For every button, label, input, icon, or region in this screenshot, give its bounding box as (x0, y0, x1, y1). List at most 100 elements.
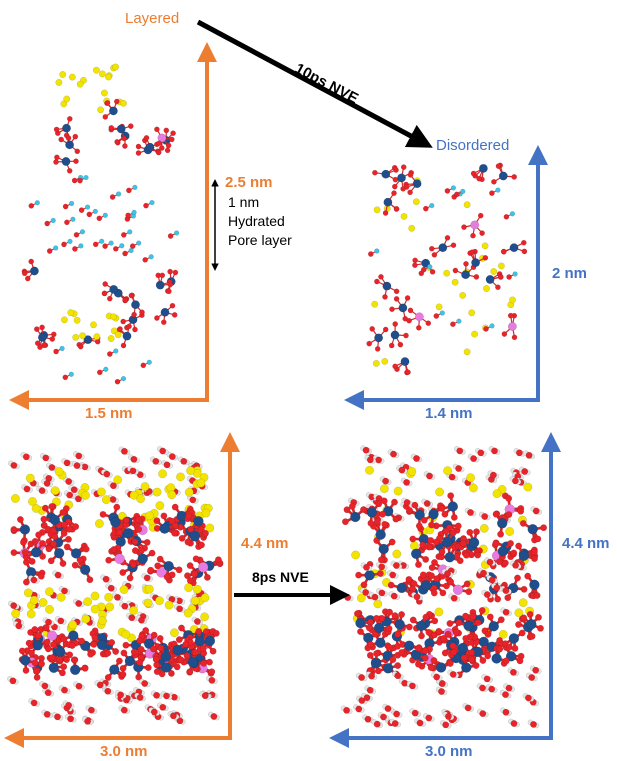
oxygen-atom (23, 485, 31, 493)
oxygen-atom (61, 241, 67, 248)
oxygen-atom (184, 572, 191, 580)
oxygen-atom (90, 641, 98, 648)
oxygen-atom (78, 637, 86, 645)
oxygen-atom (75, 600, 83, 607)
oxygen-atom (57, 617, 65, 625)
oxygen-atom (121, 602, 129, 610)
silicon-atom (30, 266, 39, 276)
oxygen-atom (377, 556, 385, 564)
oxygen-atom (62, 374, 69, 381)
oxygen-atom (114, 593, 121, 601)
oxygen-atom (185, 512, 193, 520)
oxygen-atom (497, 530, 504, 538)
silicon-atom (461, 662, 472, 673)
oxygen-atom (466, 528, 474, 536)
oxygen-atom (38, 487, 46, 494)
sodium-atom (481, 242, 489, 250)
oxygen-atom (531, 555, 538, 562)
silicon-atom (38, 332, 47, 342)
oxygen-atom (65, 701, 73, 709)
oxygen-atom (405, 576, 413, 583)
oxygen-atom (510, 668, 517, 676)
oxygen-atom (173, 663, 181, 671)
sodium-atom (435, 487, 444, 497)
oxygen-atom (114, 378, 121, 385)
oxygen-atom (120, 649, 128, 657)
sodium-atom (463, 201, 471, 209)
oxygen-atom (486, 613, 494, 621)
oxygen-atom (126, 187, 132, 194)
sodium-atom (113, 475, 123, 485)
sodium-atom (107, 335, 115, 342)
oxygen-atom (58, 136, 65, 143)
oxygen-atom (186, 577, 194, 585)
oxygen-atom (427, 664, 435, 671)
oxygen-atom (127, 123, 134, 129)
sodium-atom (183, 608, 193, 618)
silicon-atom (529, 579, 540, 590)
silicon-atom (70, 548, 82, 559)
oxygen-atom (392, 562, 400, 569)
oxygen-atom (45, 545, 53, 553)
silicon-atom (68, 630, 79, 641)
oxygen-atom (49, 336, 56, 342)
hydrogen-atom (68, 200, 75, 207)
oxygen-atom (37, 344, 43, 350)
sodium-atom (79, 332, 87, 340)
silicon-atom (159, 523, 170, 534)
sodium-atom (167, 490, 177, 500)
oxygen-atom (169, 302, 176, 309)
oxygen-atom (195, 627, 203, 635)
oxygen-atom (353, 610, 361, 617)
oxygen-atom (389, 306, 395, 313)
sodium-atom (523, 482, 533, 492)
oxygen-atom (391, 190, 397, 196)
oxygen-atom (414, 660, 422, 668)
silicon-atom (189, 531, 201, 542)
silicon-atom (382, 281, 392, 291)
sodium-atom (83, 597, 93, 607)
oxygen-atom (425, 714, 433, 722)
oxygen-atom (129, 243, 136, 249)
oxygen-atom (154, 562, 162, 570)
oxygen-atom (31, 659, 39, 667)
oxygen-atom (373, 614, 380, 622)
oxygen-atom (82, 545, 90, 553)
oxygen-atom (407, 189, 413, 196)
oxygen-atom (16, 516, 24, 523)
bottom-left-height-label: 4.4 nm (241, 535, 289, 552)
oxygen-atom (10, 526, 18, 533)
oxygen-atom (467, 509, 474, 516)
sodium-atom (97, 487, 106, 497)
oxygen-atom (33, 674, 41, 681)
silicon-atom (375, 637, 386, 648)
oxygen-atom (367, 618, 374, 626)
oxygen-atom (422, 556, 430, 563)
oxygen-atom (34, 340, 41, 347)
oxygen-atom (438, 505, 446, 512)
oxygen-atom (483, 591, 491, 598)
oxygen-atom (341, 518, 349, 526)
oxygen-atom (398, 649, 406, 656)
top-left-width-label: 1.5 nm (85, 405, 133, 422)
oxygen-atom (505, 495, 513, 502)
silicon-atom (110, 517, 121, 528)
oxygen-atom (392, 321, 399, 327)
oxygen-atom (208, 668, 216, 676)
sodium-atom (509, 296, 516, 304)
oxygen-atom (159, 272, 166, 279)
oxygen-atom (51, 331, 57, 338)
silicon-atom (412, 179, 422, 189)
oxygen-atom (107, 295, 113, 302)
oxygen-atom (136, 659, 144, 666)
oxygen-atom (484, 652, 492, 660)
oxygen-atom (35, 531, 42, 539)
sodium-atom (205, 523, 215, 533)
silicon-atom (83, 335, 93, 345)
transition-label-8ps: 8ps NVE (252, 569, 309, 585)
hydrogen-atom (79, 229, 86, 235)
sodium-atom (379, 484, 389, 494)
oxygen-atom (153, 691, 161, 699)
oxygen-atom (73, 462, 81, 469)
oxygen-atom (376, 570, 384, 577)
